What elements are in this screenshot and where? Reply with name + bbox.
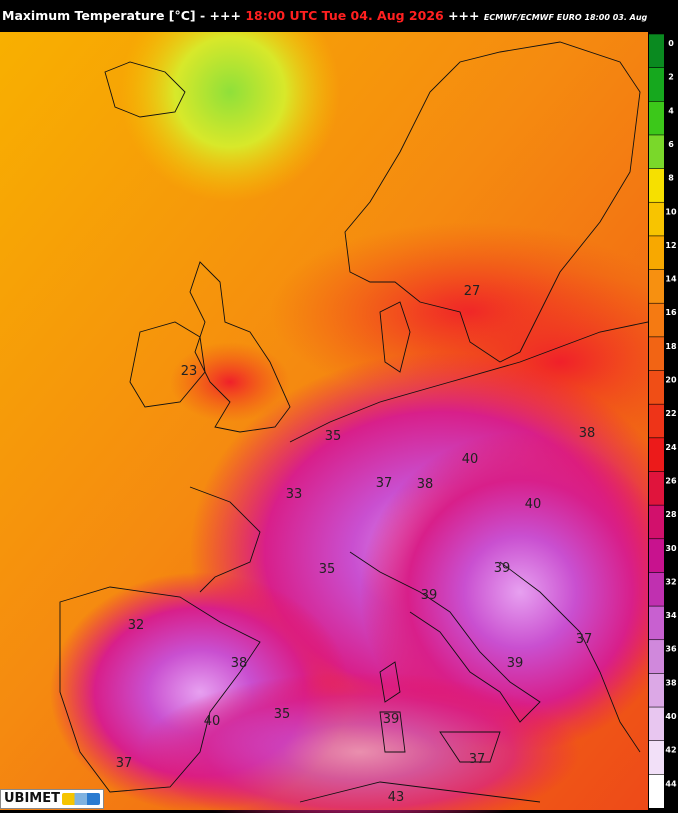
separator: +++ bbox=[448, 8, 480, 23]
temperature-label: 39 bbox=[494, 561, 511, 576]
legend-swatch bbox=[649, 235, 664, 270]
temperature-label: 35 bbox=[319, 562, 336, 577]
temperature-label: 37 bbox=[469, 752, 486, 767]
legend-label: 4 bbox=[668, 106, 674, 115]
legend-label: 40 bbox=[665, 712, 677, 721]
legend-label: 6 bbox=[668, 140, 674, 149]
legend-label: 8 bbox=[668, 174, 674, 183]
legend-swatch bbox=[649, 707, 664, 741]
temperature-label: 39 bbox=[421, 588, 438, 603]
temperature-label: 38 bbox=[579, 426, 596, 441]
legend-swatch bbox=[649, 404, 664, 438]
legend-swatch bbox=[649, 370, 664, 405]
legend-label: 22 bbox=[665, 409, 676, 418]
temperature-label: 37 bbox=[576, 632, 593, 647]
legend-swatch bbox=[649, 168, 664, 203]
legend-label: 36 bbox=[665, 645, 677, 654]
legend-swatch bbox=[649, 471, 664, 506]
temperature-label: 23 bbox=[181, 364, 198, 379]
legend-label: 10 bbox=[665, 207, 677, 216]
legend-label: 2 bbox=[668, 73, 674, 82]
legend-label: 30 bbox=[665, 544, 677, 553]
header: Maximum Temperature [°C] - +++ 18:00 UTC… bbox=[0, 0, 678, 32]
temperature-label: 38 bbox=[417, 477, 434, 492]
legend-swatch bbox=[649, 303, 664, 337]
legend-label: 0 bbox=[668, 39, 674, 48]
temperature-label: 40 bbox=[462, 452, 479, 467]
temperature-label: 38 bbox=[231, 656, 248, 671]
coastlines bbox=[59, 41, 649, 803]
valid-time: 18:00 UTC Tue 04. Aug 2026 bbox=[245, 8, 444, 23]
cool-area bbox=[120, 32, 340, 202]
temperature-label: 32 bbox=[128, 618, 145, 633]
legend-swatch bbox=[649, 67, 664, 102]
legend-label: 32 bbox=[665, 577, 676, 586]
temperature-label: 37 bbox=[116, 756, 133, 771]
legend-label: 12 bbox=[665, 241, 676, 250]
legend-swatch bbox=[649, 639, 664, 674]
legend-swatch bbox=[649, 740, 664, 775]
separator: - +++ bbox=[200, 8, 241, 23]
legend-swatch bbox=[649, 505, 664, 539]
legend-swatch bbox=[649, 673, 664, 708]
legend-swatch bbox=[649, 538, 664, 573]
temperature-label: 40 bbox=[204, 714, 221, 729]
legend-label: 24 bbox=[665, 443, 677, 452]
temperature-label: 33 bbox=[286, 487, 303, 502]
temperature-label: 39 bbox=[507, 656, 524, 671]
legend-label: 20 bbox=[665, 376, 677, 385]
model-run: ECMWF/ECMWF EURO 18:00 03. Aug bbox=[483, 13, 648, 22]
temperature-label: 39 bbox=[383, 712, 400, 727]
legend-swatch bbox=[649, 572, 664, 607]
legend-swatch bbox=[649, 34, 664, 68]
legend-swatch bbox=[649, 606, 664, 640]
legend-label: 42 bbox=[665, 746, 676, 755]
temperature-label: 27 bbox=[464, 284, 481, 299]
legend-swatch bbox=[649, 437, 664, 472]
legend-label: 26 bbox=[665, 476, 677, 485]
legend-label: 18 bbox=[665, 342, 677, 351]
legend-label: 44 bbox=[665, 779, 677, 788]
legend-swatch bbox=[649, 101, 664, 135]
legend-label: 28 bbox=[665, 510, 677, 519]
legend-swatch bbox=[649, 774, 664, 808]
temperature-label: 35 bbox=[325, 429, 342, 444]
temperature-labels: 27 23 35 40 38 33 37 38 40 35 39 39 32 38 37 39 40 35 39 37… bbox=[116, 284, 596, 805]
hot-area bbox=[140, 672, 580, 813]
logo-text: UBIMET bbox=[4, 791, 60, 806]
legend-swatch bbox=[649, 134, 664, 169]
legend-swatch bbox=[649, 202, 664, 236]
title: Maximum Temperature [°C] bbox=[2, 8, 196, 23]
legend-label: 14 bbox=[665, 275, 677, 284]
temperature-label: 43 bbox=[388, 790, 405, 805]
legend-label: 16 bbox=[665, 308, 677, 317]
temperature-label: 37 bbox=[376, 476, 393, 491]
legend-swatch bbox=[649, 269, 664, 304]
color-scale: 0246810121416182022242628303234363840424… bbox=[648, 33, 678, 808]
temperature-label: 35 bbox=[274, 707, 291, 722]
temperature-label: 40 bbox=[525, 497, 542, 512]
hot-area bbox=[360, 432, 678, 752]
legend-label: 38 bbox=[665, 678, 677, 687]
logo: UBIMET bbox=[0, 789, 104, 809]
legend-label: 34 bbox=[665, 611, 677, 620]
legend-swatch bbox=[649, 336, 664, 371]
